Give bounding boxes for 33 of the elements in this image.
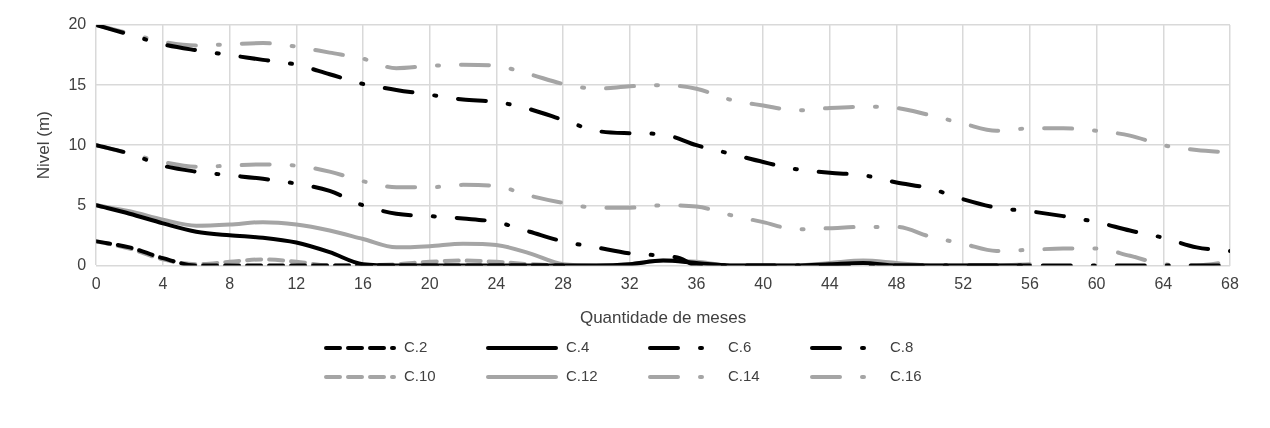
x-tick-label: 4 (158, 275, 168, 293)
legend-label: C.4 (566, 338, 590, 356)
x-axis-title: Quantidade de meses (579, 308, 747, 328)
y-tick-label: 0 (77, 255, 87, 273)
x-tick-label: 40 (754, 275, 773, 293)
x-tick-label: 56 (1021, 275, 1039, 293)
x-tick-label: 60 (1087, 275, 1106, 293)
x-tick-label: 32 (620, 275, 639, 293)
x-tick-label: 24 (487, 275, 506, 293)
y-tick-label: 5 (77, 195, 87, 213)
legend-label: C.14 (728, 367, 760, 385)
y-tick-label: 20 (68, 15, 87, 33)
x-tick-label: 0 (91, 275, 101, 293)
x-tick-label: 52 (954, 275, 973, 293)
x-tick-label: 8 (225, 275, 235, 293)
x-tick-label: 16 (354, 275, 372, 293)
legend-label: C.12 (566, 367, 598, 385)
x-tick-label: 20 (420, 275, 439, 293)
x-tick-label: 44 (820, 275, 839, 293)
legend-label: C.16 (890, 367, 922, 385)
x-tick-label: 12 (287, 275, 306, 293)
legend-label: C.2 (404, 338, 428, 356)
y-tick-label: 15 (68, 75, 87, 93)
x-tick-label: 68 (1221, 275, 1239, 293)
x-tick-label: 64 (1154, 275, 1173, 293)
legend-label: C.10 (404, 367, 436, 385)
y-tick-label: 10 (68, 135, 87, 153)
x-tick-label: 28 (554, 275, 573, 293)
x-tick-label: 48 (887, 275, 906, 293)
legend-label: C.6 (728, 338, 752, 356)
legend-label: C.8 (890, 338, 914, 356)
x-tick-label: 36 (687, 275, 706, 293)
y-axis-title: Nivel (m) (33, 111, 53, 180)
